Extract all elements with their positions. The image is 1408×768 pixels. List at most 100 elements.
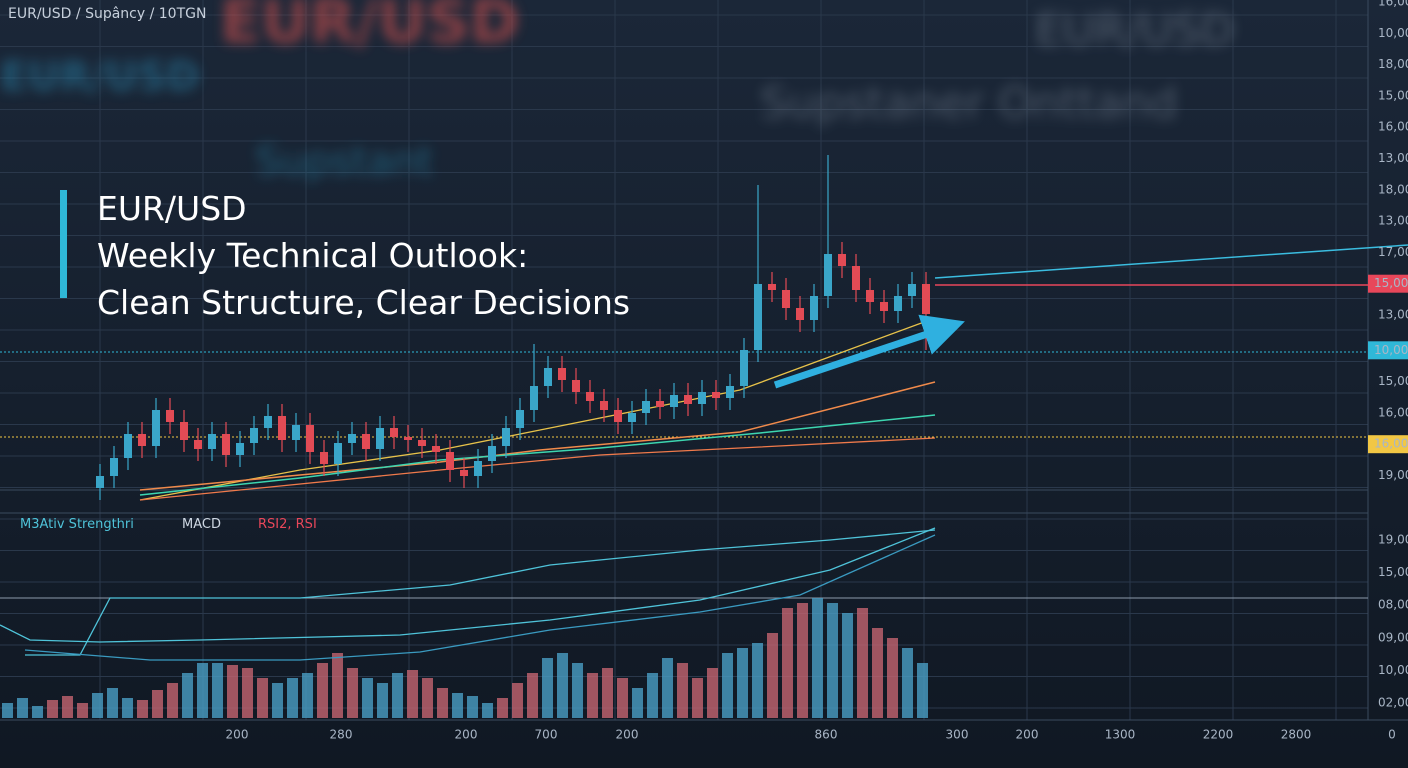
volume-bar — [32, 706, 43, 718]
candle-body — [180, 422, 188, 440]
moving-average — [139, 317, 936, 501]
candle-body — [670, 395, 678, 407]
volume-bar — [587, 673, 598, 718]
indicator-label: 10,00 — [1378, 663, 1408, 677]
price-tag — [1368, 435, 1408, 454]
volume-bar — [452, 693, 463, 718]
candle-body — [586, 392, 594, 401]
volume-bar — [887, 638, 898, 718]
volume-bar — [737, 648, 748, 718]
volume-bar — [182, 673, 193, 718]
volume-bar — [2, 703, 13, 718]
volume-bar — [827, 603, 838, 718]
volume-bar — [722, 653, 733, 718]
candle-body — [418, 440, 426, 446]
volume-bar — [602, 668, 613, 718]
candle-body — [110, 458, 118, 476]
volume-bar — [107, 688, 118, 718]
volume-bar — [152, 690, 163, 718]
candle-body — [460, 470, 468, 476]
candle-body — [194, 440, 202, 449]
candle-body — [390, 428, 398, 437]
candle-body — [502, 428, 510, 446]
volume-bar — [662, 658, 673, 718]
volume-bar — [767, 633, 778, 718]
bg-text: Supstaner Onttand — [760, 78, 1178, 129]
time-label: 300 — [946, 728, 969, 742]
indicator-legend: RSI2, RSI — [258, 517, 317, 532]
candle-body — [796, 308, 804, 320]
volume-bar — [467, 696, 478, 718]
volume-bar — [572, 663, 583, 718]
candle-body — [404, 437, 412, 440]
price-label: 10,00 — [1378, 26, 1408, 40]
volume-bar — [62, 696, 73, 718]
price-label: 16,00 — [1374, 437, 1408, 451]
price-label: 13,00 — [1378, 308, 1408, 322]
volume-bar — [257, 678, 268, 718]
axes: 16,00 10,00 18,00 15,00 16,00 13,00 18,00 13,00… — [226, 0, 1408, 742]
time-label: 200 — [1016, 728, 1039, 742]
headline: Weekly Technical Outlook: — [97, 236, 528, 275]
volume-bar — [362, 678, 373, 718]
bg-text: EUR/USD — [1035, 5, 1234, 56]
candle-body — [292, 425, 300, 440]
price-label: 17,00 — [1378, 245, 1408, 259]
candle-body — [152, 410, 160, 446]
volume-bar — [647, 673, 658, 718]
volume-bar — [872, 628, 883, 718]
moving-average — [139, 437, 936, 501]
candle-body — [908, 284, 916, 296]
time-label: 200 — [616, 728, 639, 742]
candle-body — [348, 434, 356, 443]
volume-bar — [692, 678, 703, 718]
time-label: 2800 — [1281, 728, 1312, 742]
candle-body — [754, 284, 762, 350]
candle-body — [838, 254, 846, 266]
candle-body — [712, 392, 720, 398]
indicator-label: 08,00 — [1378, 598, 1408, 612]
candle-body — [656, 401, 664, 407]
candle-body — [278, 416, 286, 440]
volume-bar — [902, 648, 913, 718]
bg-text: EUR/USD — [220, 0, 520, 57]
price-label: 13,00 — [1378, 214, 1408, 228]
indicator-label: 02,00 — [1378, 696, 1408, 710]
candle-body — [544, 368, 552, 386]
candle-body — [614, 410, 622, 422]
symbol-line: EUR/USD / Supâncy / 10TGN — [8, 6, 206, 22]
time-label: 700 — [535, 728, 558, 742]
candle-body — [726, 386, 734, 398]
candle-body — [880, 302, 888, 311]
headline: Clean Structure, Clear Decisions — [97, 283, 630, 322]
volume-bar — [437, 688, 448, 718]
price-label: 16,00 — [1378, 405, 1408, 419]
candle-body — [740, 350, 748, 386]
time-label: 1300 — [1105, 728, 1136, 742]
candle-body — [432, 446, 440, 452]
volume-bar — [797, 603, 808, 718]
trend-arrow — [773, 314, 965, 389]
candle-body — [236, 443, 244, 455]
trend-line — [934, 244, 1408, 279]
bg-text: Supstant — [255, 139, 433, 185]
volume-bar — [512, 683, 523, 718]
volume-bar — [677, 663, 688, 718]
volume-bar — [752, 643, 763, 718]
volume-bar — [527, 673, 538, 718]
price-label: 15,00 — [1374, 276, 1408, 290]
candle-body — [642, 401, 650, 413]
indicator-legend: M3Ativ Strengthri — [20, 517, 134, 532]
volume-bar — [332, 653, 343, 718]
candle-body — [446, 452, 454, 470]
volume-bar — [482, 703, 493, 718]
volume-bar — [377, 683, 388, 718]
indicator-legend: MACD — [182, 517, 221, 532]
volume-bar — [392, 673, 403, 718]
candle-body — [376, 428, 384, 449]
volume-bar — [842, 613, 853, 718]
volume-bar — [812, 598, 823, 718]
